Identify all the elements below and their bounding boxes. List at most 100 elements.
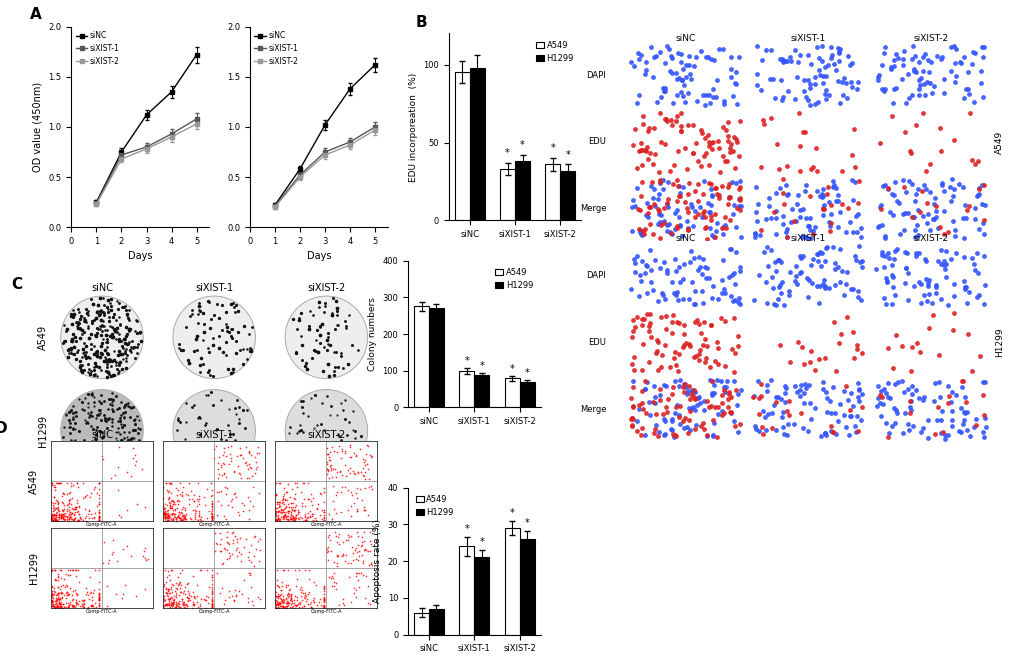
Point xyxy=(748,215,764,226)
Point xyxy=(290,599,307,609)
Point xyxy=(56,509,72,520)
Point xyxy=(947,389,963,400)
Point xyxy=(75,600,92,611)
Point xyxy=(289,507,306,518)
Point xyxy=(687,420,703,431)
Point xyxy=(758,241,774,252)
Point xyxy=(665,408,682,419)
Point xyxy=(955,232,971,243)
Point xyxy=(799,49,815,60)
Point xyxy=(806,99,822,110)
Point xyxy=(907,384,923,395)
Point xyxy=(695,405,711,415)
Point xyxy=(286,598,303,609)
Text: *: * xyxy=(464,524,469,534)
Point xyxy=(845,195,861,206)
Point xyxy=(155,493,171,504)
Point xyxy=(137,542,153,553)
Text: A549: A549 xyxy=(29,468,39,494)
Point xyxy=(293,595,310,605)
Point xyxy=(637,376,653,387)
Point xyxy=(894,60,910,71)
Point xyxy=(343,541,360,552)
Point xyxy=(163,583,179,594)
Point xyxy=(678,72,694,83)
Point xyxy=(714,43,731,54)
Point xyxy=(868,72,884,83)
Point xyxy=(127,591,144,601)
Point xyxy=(691,349,707,359)
Point xyxy=(697,52,713,63)
Point xyxy=(285,510,302,521)
Point xyxy=(731,192,747,203)
Point xyxy=(357,544,373,554)
Point xyxy=(681,257,697,268)
Point xyxy=(727,384,743,395)
Point xyxy=(797,92,813,102)
Bar xyxy=(459,371,474,407)
Point xyxy=(323,573,339,584)
Point xyxy=(135,550,151,561)
Point xyxy=(963,365,979,376)
Point xyxy=(314,514,330,524)
Point xyxy=(973,217,989,228)
Point xyxy=(108,589,124,599)
Point xyxy=(639,377,655,387)
Point xyxy=(168,597,184,607)
Point xyxy=(900,425,916,436)
Point xyxy=(50,512,66,522)
Point xyxy=(671,277,687,287)
Point xyxy=(644,192,660,203)
Point xyxy=(44,599,60,610)
Point xyxy=(944,216,960,226)
Point xyxy=(52,510,68,521)
Point xyxy=(273,603,289,613)
Point xyxy=(320,546,336,556)
Point xyxy=(299,599,315,610)
Point xyxy=(165,597,181,607)
Point xyxy=(160,594,176,605)
Point xyxy=(785,216,801,226)
Point xyxy=(273,576,289,587)
Point xyxy=(291,512,308,523)
Point xyxy=(197,603,213,613)
Point xyxy=(355,502,371,512)
Point xyxy=(171,507,187,518)
Point xyxy=(630,204,646,214)
Point xyxy=(795,86,811,97)
Point xyxy=(719,116,736,127)
Point xyxy=(773,411,790,422)
Point xyxy=(973,198,989,209)
Point xyxy=(271,599,287,609)
Point xyxy=(49,601,65,611)
Point xyxy=(637,64,653,75)
Point xyxy=(126,460,143,470)
Point xyxy=(680,381,696,392)
Point xyxy=(61,502,77,512)
Point xyxy=(673,126,689,136)
Point xyxy=(774,210,791,221)
Point xyxy=(658,116,675,126)
Point xyxy=(74,595,91,605)
Point xyxy=(223,548,239,559)
Point xyxy=(157,599,173,609)
Point xyxy=(237,534,254,545)
Point xyxy=(347,592,364,603)
Point xyxy=(160,598,176,609)
Point xyxy=(691,345,707,356)
Point xyxy=(155,601,171,611)
Point xyxy=(362,546,378,556)
Point xyxy=(624,359,640,370)
Point xyxy=(921,158,937,169)
Point xyxy=(701,222,717,233)
Point xyxy=(184,587,201,598)
Point xyxy=(954,213,970,224)
Text: A549: A549 xyxy=(995,130,1004,154)
Point xyxy=(761,73,777,84)
Point xyxy=(316,595,332,606)
Point xyxy=(705,380,721,391)
Point xyxy=(160,584,176,595)
Point xyxy=(907,250,923,261)
Point xyxy=(238,460,255,470)
Text: B: B xyxy=(416,15,427,29)
